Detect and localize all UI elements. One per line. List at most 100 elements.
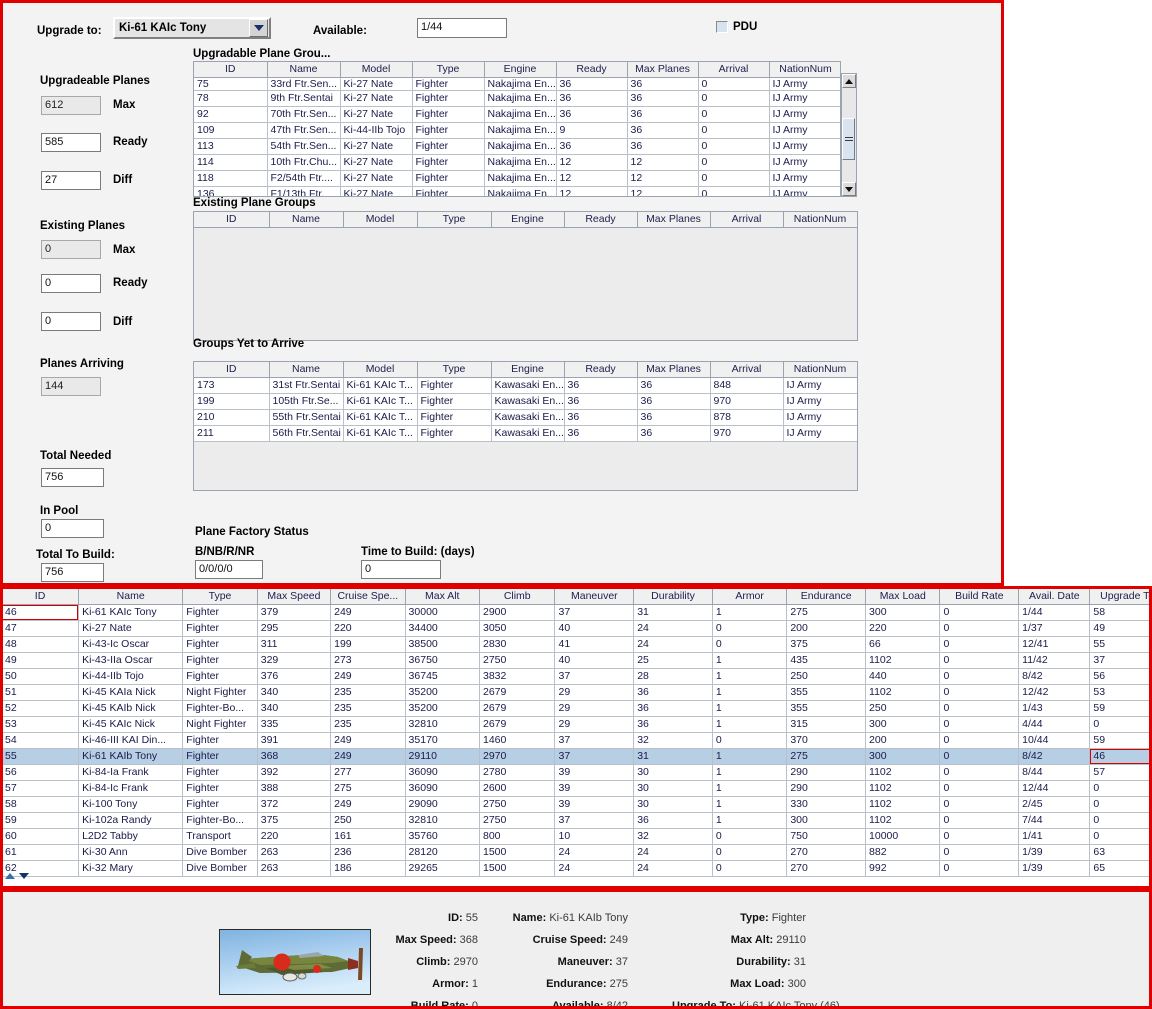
chevron-down-icon[interactable]	[249, 19, 268, 37]
cell[interactable]: 0	[939, 796, 1020, 813]
cell[interactable]: 46	[1089, 748, 1149, 765]
cell[interactable]: 0	[939, 828, 1020, 845]
cell[interactable]: 368	[257, 748, 332, 765]
cell[interactable]: 315	[786, 716, 867, 733]
cell[interactable]: 270	[786, 860, 867, 877]
cell[interactable]: 1/39	[1018, 844, 1091, 861]
cell[interactable]: Fighter	[182, 764, 258, 781]
cell[interactable]: 36	[627, 77, 699, 91]
cell[interactable]: 355	[786, 700, 867, 717]
cell[interactable]: Nakajima En...	[484, 122, 557, 139]
cell[interactable]: Fighter	[182, 604, 258, 621]
cell[interactable]: 0	[939, 748, 1020, 765]
cell[interactable]: Ki-27 Nate	[340, 90, 413, 107]
cell[interactable]: 0	[1089, 796, 1149, 813]
cell[interactable]: 0	[939, 812, 1020, 829]
cell[interactable]: 277	[330, 764, 406, 781]
cell[interactable]: Ki-61 KAIc T...	[343, 377, 418, 394]
table-row[interactable]: 50 Ki-44-IIb Tojo Fighter 376 249 36745 3832 37…	[3, 668, 1149, 685]
cell[interactable]: 2600	[479, 780, 556, 797]
cell[interactable]: 0	[1089, 812, 1149, 829]
cell[interactable]: 1102	[865, 684, 941, 701]
cell[interactable]: Fighter	[412, 106, 485, 123]
cell[interactable]: 36	[564, 377, 638, 394]
cell[interactable]: Ki-27 Nate	[340, 170, 413, 187]
cell[interactable]: 335	[257, 716, 332, 733]
cell[interactable]: 29	[554, 716, 635, 733]
column-header-max-planes[interactable]: Max Planes	[637, 212, 711, 228]
cell[interactable]: 12	[556, 186, 628, 196]
cell[interactable]: 0	[712, 732, 788, 749]
cell[interactable]: Fighter	[182, 652, 258, 669]
cell[interactable]: 1	[712, 652, 788, 669]
cell[interactable]: 0	[939, 684, 1020, 701]
cell[interactable]: 2750	[479, 812, 556, 829]
cell[interactable]: 0	[698, 138, 770, 155]
cell[interactable]: 36	[627, 90, 699, 107]
in-pool-field[interactable]: 0	[41, 519, 104, 538]
cell[interactable]: IJ Army	[769, 77, 840, 91]
cell[interactable]: 376	[257, 668, 332, 685]
cell[interactable]: 199	[330, 636, 406, 653]
cell[interactable]: Fighter	[182, 620, 258, 637]
cell[interactable]: 33rd Ftr.Sen...	[267, 77, 341, 91]
cell[interactable]: Ki-43-Ic Oscar	[78, 636, 184, 653]
cell[interactable]: 36	[633, 812, 713, 829]
column-header-upgrade-to[interactable]: Upgrade To	[1089, 589, 1149, 605]
table-row[interactable]: 59 Ki-102a Randy Fighter-Bo... 375 250 32810 2…	[3, 812, 1149, 829]
cell[interactable]: 290	[786, 780, 867, 797]
cell[interactable]: 1/39	[1018, 860, 1091, 877]
available-field[interactable]: 1/44	[417, 18, 507, 38]
cell[interactable]: 295	[257, 620, 332, 637]
cell[interactable]: 32810	[405, 812, 480, 829]
cell[interactable]: 340	[257, 684, 332, 701]
column-header-max-planes[interactable]: Max Planes	[637, 362, 711, 378]
cell[interactable]: 275	[786, 604, 867, 621]
column-header-nationnum[interactable]: NationNum	[783, 362, 857, 378]
cell[interactable]: Transport	[182, 828, 258, 845]
cell[interactable]: Fighter	[182, 748, 258, 765]
cell[interactable]: Ki-102a Randy	[78, 812, 184, 829]
scroll-down-button[interactable]	[842, 182, 856, 196]
total-to-build-field[interactable]: 756	[41, 563, 104, 582]
cell[interactable]: Fighter	[412, 90, 485, 107]
cell[interactable]: 36	[556, 77, 628, 91]
cell[interactable]: 235	[330, 684, 406, 701]
cell[interactable]: 1	[712, 684, 788, 701]
column-header-nationnum[interactable]: NationNum	[783, 212, 857, 228]
cell[interactable]: 9	[556, 122, 628, 139]
cell[interactable]: 1	[712, 748, 788, 765]
cell[interactable]: 1102	[865, 780, 941, 797]
cell[interactable]: 35760	[405, 828, 480, 845]
cell[interactable]: Nakajima En...	[484, 77, 557, 91]
column-header-id[interactable]: ID	[194, 362, 270, 378]
cell[interactable]: 59	[1089, 700, 1149, 717]
cell[interactable]: Night Fighter	[182, 684, 258, 701]
cell[interactable]: 210	[194, 409, 270, 426]
table-row[interactable]: 54 Ki-46-III KAI Din... Fighter 391 249 35170…	[3, 732, 1149, 749]
cell[interactable]: 249	[330, 796, 406, 813]
cell[interactable]: 235	[330, 716, 406, 733]
cell[interactable]: Ki-61 KAIb Tony	[78, 748, 184, 765]
checkbox-box[interactable]	[716, 21, 728, 33]
column-header-engine[interactable]: Engine	[491, 212, 565, 228]
upgradeable-diff-field[interactable]: 27	[41, 171, 101, 190]
cell[interactable]: 878	[710, 409, 784, 426]
cell[interactable]: 36	[556, 106, 628, 123]
cell[interactable]: 1/41	[1018, 828, 1091, 845]
cell[interactable]: 200	[865, 732, 941, 749]
cell[interactable]: 2830	[479, 636, 556, 653]
cell[interactable]: IJ Army	[783, 409, 857, 426]
cell[interactable]: 0	[939, 604, 1020, 621]
cell[interactable]: 92	[194, 106, 268, 123]
table-row[interactable]: 118 F2/54th Ftr.... Ki-27 Nate Fighter Nakaj…	[194, 170, 840, 187]
cell[interactable]: Fighter	[417, 425, 492, 442]
cell[interactable]: 53	[1089, 684, 1149, 701]
cell[interactable]: 12/44	[1018, 780, 1091, 797]
column-header-avail-date[interactable]: Avail. Date	[1018, 589, 1091, 605]
table-row[interactable]: 61 Ki-30 Ann Dive Bomber 263 236 28120 1500 24 2…	[3, 844, 1149, 861]
existing-diff-field[interactable]: 0	[41, 312, 101, 331]
cell[interactable]: 249	[330, 604, 406, 621]
column-header-id[interactable]: ID	[194, 212, 270, 228]
cell[interactable]: 62	[3, 860, 80, 877]
